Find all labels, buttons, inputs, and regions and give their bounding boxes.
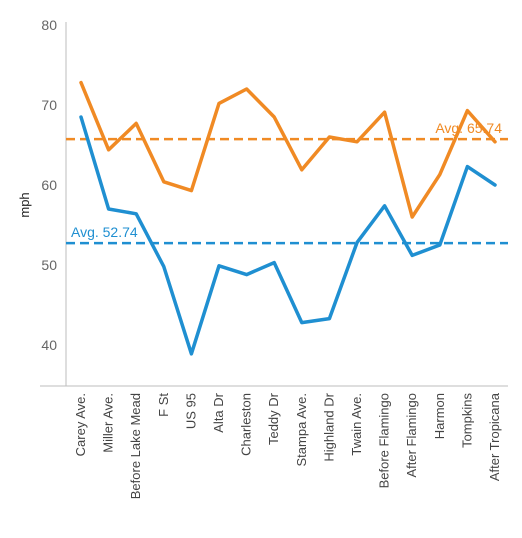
x-tick-label: Before Flamingo <box>377 393 392 488</box>
y-tick-label: 80 <box>41 17 57 33</box>
x-tick-label: Stampa Ave. <box>294 393 309 466</box>
axes <box>40 22 508 387</box>
x-axis-ticks: Carey Ave. Miller Ave. Before Lake Mead F S… <box>73 392 502 499</box>
y-tick-label: 70 <box>41 97 57 113</box>
average-label: Avg. 52.74 <box>71 224 138 240</box>
average-labels: Avg. 65.74 Avg. 52.74 <box>71 120 502 240</box>
average-lines <box>66 137 508 245</box>
series-line <box>79 115 497 356</box>
x-tick-label: F St <box>156 393 171 417</box>
x-tick-label: Highland Dr <box>321 392 336 461</box>
x-tick-label: Before Lake Mead <box>128 393 143 499</box>
x-tick-label: Alta Dr <box>211 392 226 432</box>
x-tick-label: Tompkins <box>459 393 474 448</box>
series-lines <box>79 80 497 356</box>
y-tick-label: 40 <box>41 337 57 353</box>
series-line <box>79 80 497 219</box>
x-tick-label: Teddy Dr <box>266 392 281 445</box>
x-tick-label: Charleston <box>239 393 254 456</box>
y-axis-title: mph <box>17 192 32 217</box>
x-tick-label: After Tropicana <box>487 392 502 481</box>
x-tick-label: After Flamingo <box>404 393 419 478</box>
x-tick-label: Twain Ave. <box>349 393 364 456</box>
y-tick-label: 60 <box>41 177 57 193</box>
x-tick-label: Carey Ave. <box>73 393 88 456</box>
y-tick-label: 50 <box>41 257 57 273</box>
x-tick-label: Miller Ave. <box>101 393 116 453</box>
average-label: Avg. 65.74 <box>435 120 502 136</box>
y-axis-ticks: 40 50 60 70 80 <box>41 17 57 353</box>
x-tick-label: US 95 <box>183 393 198 429</box>
x-tick-label: Harmon <box>432 393 447 439</box>
